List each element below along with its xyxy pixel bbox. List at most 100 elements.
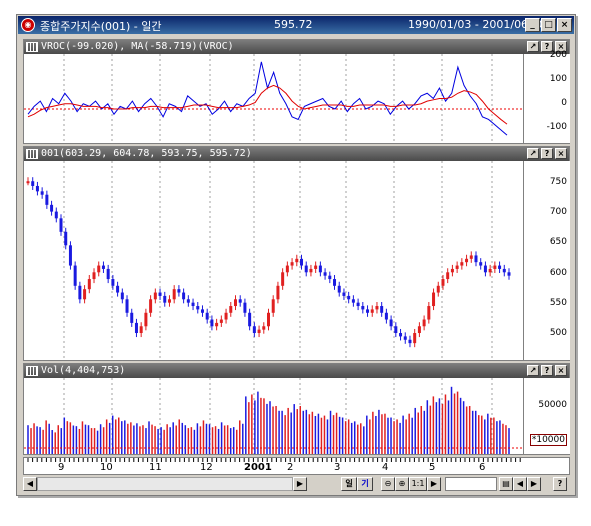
- x-tick: 10: [100, 462, 113, 473]
- period-day-button[interactable]: 일: [341, 477, 357, 491]
- price-plot[interactable]: [24, 161, 523, 360]
- candle-body: [106, 268, 110, 280]
- candle-body: [40, 191, 44, 195]
- close-button[interactable]: ×: [557, 18, 572, 32]
- vroc-close-button[interactable]: ×: [555, 41, 567, 52]
- bars-button[interactable]: 1:1: [409, 477, 427, 491]
- candle-body: [436, 285, 440, 293]
- candle-body: [191, 302, 195, 307]
- candle-body: [64, 231, 68, 246]
- price-close-button[interactable]: ×: [555, 148, 567, 159]
- candle-body: [116, 285, 120, 293]
- candle-body: [281, 272, 285, 286]
- x-tick: 6: [479, 462, 486, 473]
- vroc-plot[interactable]: [24, 54, 523, 143]
- candle-body: [403, 336, 407, 340]
- candle-body: [417, 326, 421, 334]
- vroc-label: VROC(-99.020), MA(-58.719)(VROC): [41, 41, 234, 52]
- vroc-y-axis: 200 100 0 -100: [523, 50, 570, 143]
- price-expand-button[interactable]: ↗: [527, 148, 539, 159]
- date-range: 1990/01/03 - 2001/06/20: [408, 18, 546, 31]
- candle-body: [59, 218, 63, 232]
- candle-body: [163, 295, 167, 303]
- y-tick: 600: [549, 268, 567, 278]
- zoom-out-button[interactable]: ⊖: [381, 477, 395, 491]
- zoom-fit-button[interactable]: ⊕: [395, 477, 409, 491]
- page-icon[interactable]: ▤: [499, 477, 513, 491]
- vroc-expand-button[interactable]: ↗: [527, 41, 539, 52]
- candle-body: [262, 326, 266, 330]
- candle-body: [493, 265, 497, 269]
- candle-body: [450, 268, 454, 273]
- maximize-button[interactable]: □: [541, 18, 556, 32]
- grid-icon: [26, 366, 38, 376]
- candle-body: [479, 262, 483, 266]
- title-bar[interactable]: ◉ 종합주가지수(001) - 일간 595.72 1990/01/03 - 2…: [18, 16, 574, 34]
- price-label: 001(603.29, 604.78, 593.75, 595.72): [41, 148, 252, 159]
- candle-body: [120, 292, 124, 300]
- candle-body: [432, 292, 436, 307]
- candle-body: [158, 292, 162, 296]
- candle-body: [267, 312, 270, 327]
- price-help-button[interactable]: ?: [541, 148, 553, 159]
- candle-body: [394, 326, 398, 334]
- window-title: 종합주가지수(001) - 일간: [40, 20, 162, 33]
- candle-body: [83, 289, 87, 300]
- next-page-icon[interactable]: ▶: [527, 477, 541, 491]
- candle-body: [498, 265, 502, 269]
- volume-close-button[interactable]: ×: [555, 365, 567, 376]
- help-icon[interactable]: ?: [553, 477, 567, 491]
- candle-body: [101, 265, 105, 269]
- candle-body: [26, 181, 30, 184]
- candle-body: [507, 272, 511, 276]
- candle-body: [375, 306, 379, 310]
- candle-body: [328, 275, 332, 280]
- candle-body: [465, 258, 469, 263]
- candle-body: [370, 309, 374, 313]
- candle-body: [252, 326, 256, 334]
- x-tick: 5: [429, 462, 436, 473]
- candle-body: [167, 299, 171, 303]
- candle-body: [351, 299, 355, 303]
- candle-body: [45, 194, 49, 205]
- candle-body: [502, 268, 506, 273]
- candle-body: [271, 299, 275, 313]
- candle-body: [130, 312, 134, 323]
- scroll-left-icon[interactable]: ◀: [23, 477, 37, 491]
- volume-plot[interactable]: [24, 378, 523, 454]
- candle-body: [97, 265, 101, 273]
- vroc-help-button[interactable]: ?: [541, 41, 553, 52]
- y-tick: 500: [549, 328, 567, 338]
- horizontal-scrollbar[interactable]: [37, 477, 293, 491]
- volume-expand-button[interactable]: ↗: [527, 365, 539, 376]
- x-tick: 4: [382, 462, 389, 473]
- y-tick: -100: [546, 122, 567, 132]
- next-icon[interactable]: ▶: [427, 477, 441, 491]
- ma-series-line: [27, 84, 508, 125]
- candle-body: [134, 322, 138, 334]
- candle-body: [149, 299, 153, 313]
- candle-body: [295, 258, 299, 263]
- price-pane-header: 001(603.29, 604.78, 593.75, 595.72) ↗ ? …: [24, 147, 569, 161]
- x-tick: 3: [334, 462, 341, 473]
- candle-body: [78, 285, 82, 300]
- candle-body: [422, 319, 426, 327]
- grid-icon: [26, 42, 38, 52]
- date-input[interactable]: [445, 477, 497, 491]
- candle-body: [427, 306, 431, 320]
- candle-body: [186, 299, 190, 303]
- volume-help-button[interactable]: ?: [541, 365, 553, 376]
- candle-body: [337, 285, 341, 293]
- vroc-series-line: [27, 61, 508, 136]
- prev-icon[interactable]: ◀: [513, 477, 527, 491]
- x-tick: 12: [200, 462, 213, 473]
- period-range-button[interactable]: 기: [357, 477, 373, 491]
- candle-body: [323, 272, 327, 276]
- app-icon: ◉: [21, 18, 35, 32]
- scroll-right-icon[interactable]: ▶: [293, 477, 307, 491]
- x-tick: 11: [149, 462, 162, 473]
- minimize-button[interactable]: _: [525, 18, 540, 32]
- candle-body: [290, 262, 294, 266]
- volume-pane-header: Vol(4,404,753) ↗ ? ×: [24, 364, 569, 378]
- x-axis-ticks: [27, 458, 521, 462]
